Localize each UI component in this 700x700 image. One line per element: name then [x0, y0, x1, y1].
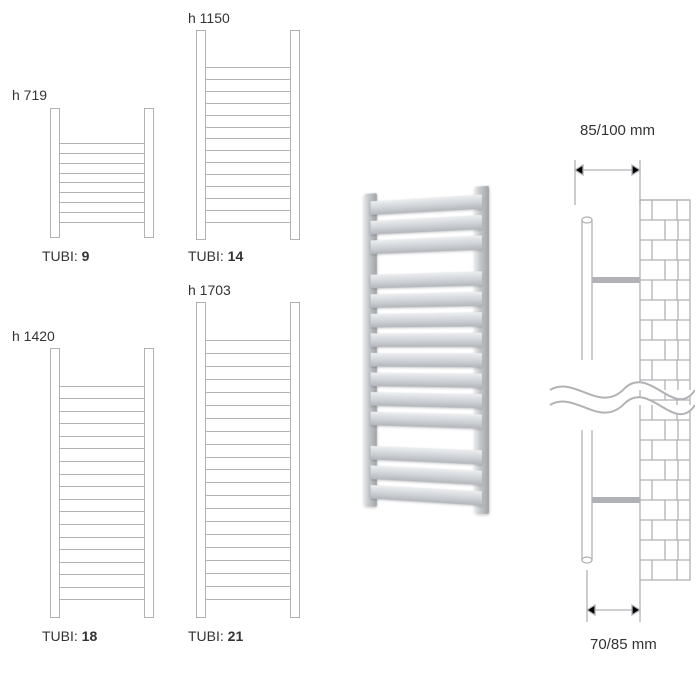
tubi-label: TUBI: 9 — [42, 248, 89, 264]
bottom-dimension-label: 70/85 mm — [590, 636, 657, 653]
height-label: h 1703 — [188, 282, 231, 298]
tubi-label: TUBI: 21 — [188, 628, 243, 644]
radiator-schematic — [42, 348, 162, 618]
wall-distance-diagram: 85/100 mm70/85 mm — [520, 130, 695, 650]
product-render — [360, 190, 490, 510]
height-label: h 719 — [12, 87, 47, 103]
height-label: h 1150 — [188, 10, 230, 26]
top-dimension-label: 85/100 mm — [580, 122, 655, 139]
tubi-label: TUBI: 14 — [188, 248, 243, 264]
height-label: h 1420 — [12, 328, 55, 344]
radiator-schematic — [188, 302, 308, 618]
tubi-label: TUBI: 18 — [42, 628, 97, 644]
radiator-schematic — [42, 108, 162, 238]
radiator-schematic — [188, 30, 308, 240]
